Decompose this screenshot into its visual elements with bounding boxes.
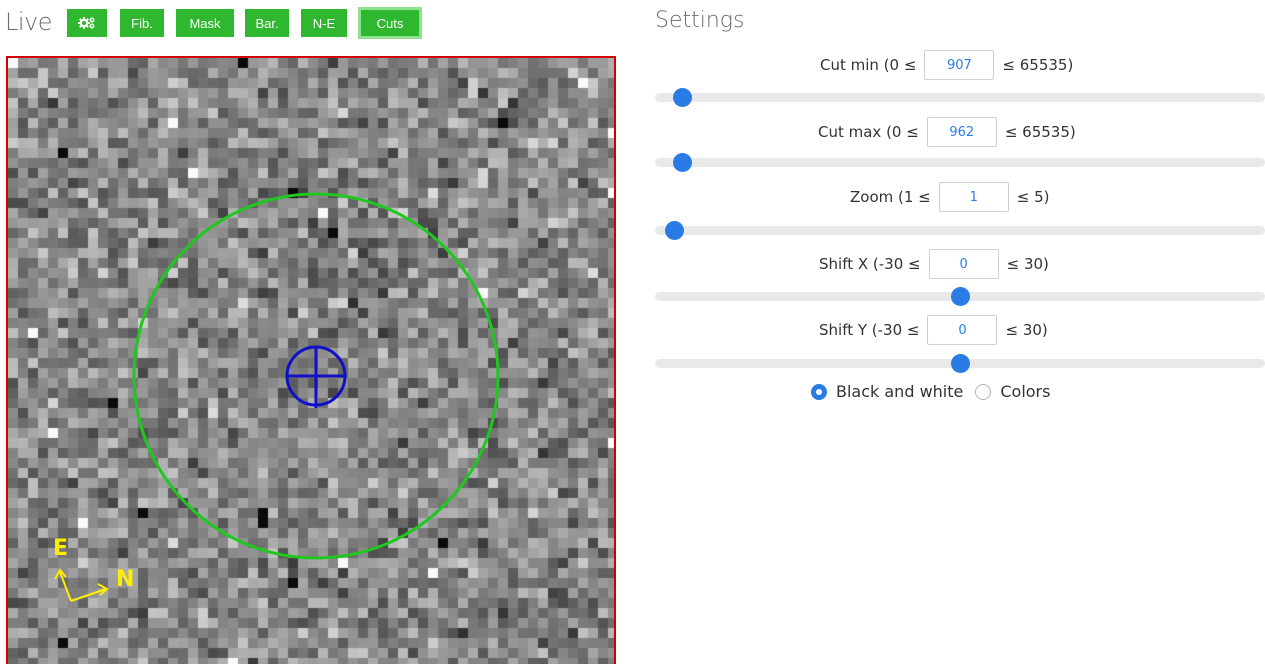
zoom-slider-thumb[interactable] bbox=[665, 221, 684, 240]
shift-x-suffix: ≤ 30) bbox=[1007, 255, 1049, 273]
zoom-slider[interactable] bbox=[655, 226, 1265, 235]
shift-x-slider[interactable] bbox=[655, 292, 1265, 301]
cut-min-row: Cut min (0 ≤ ≤ 65535) bbox=[820, 50, 1073, 80]
cut-min-slider-thumb[interactable] bbox=[673, 88, 692, 107]
bar-button[interactable]: Bar. bbox=[245, 9, 289, 37]
cut-max-row: Cut max (0 ≤ ≤ 65535) bbox=[818, 117, 1076, 147]
zoom-suffix: ≤ 5) bbox=[1017, 188, 1050, 206]
shift-y-suffix: ≤ 30) bbox=[1005, 321, 1047, 339]
cut-min-slider[interactable] bbox=[655, 93, 1265, 102]
shift-y-row: Shift Y (-30 ≤ ≤ 30) bbox=[819, 315, 1048, 345]
shift-x-input[interactable] bbox=[929, 249, 999, 279]
cut-max-input[interactable] bbox=[927, 117, 997, 147]
shift-y-slider[interactable] bbox=[655, 359, 1265, 368]
ne-button[interactable]: N-E bbox=[301, 9, 347, 37]
black-and-white-label: Black and white bbox=[836, 382, 963, 401]
colors-option[interactable]: Colors bbox=[975, 382, 1050, 401]
colors-radio[interactable] bbox=[975, 384, 991, 400]
shift-y-input[interactable] bbox=[927, 315, 997, 345]
live-title: Live bbox=[5, 8, 52, 36]
fib-button[interactable]: Fib. bbox=[120, 9, 164, 37]
mask-button[interactable]: Mask bbox=[176, 9, 234, 37]
cut-min-input[interactable] bbox=[924, 50, 994, 80]
compass-arrows-icon bbox=[55, 570, 107, 601]
cut-max-prefix: Cut max (0 ≤ bbox=[818, 123, 919, 141]
shift-x-slider-thumb[interactable] bbox=[951, 287, 970, 306]
colors-label: Colors bbox=[1000, 382, 1050, 401]
black-and-white-radio[interactable] bbox=[811, 384, 827, 400]
cut-min-suffix: ≤ 65535) bbox=[1002, 56, 1073, 74]
settings-title: Settings bbox=[655, 8, 744, 33]
shift-y-prefix: Shift Y (-30 ≤ bbox=[819, 321, 919, 339]
color-mode-radio-group: Black and white Colors bbox=[811, 382, 1062, 401]
image-overlay: E N bbox=[8, 58, 614, 664]
cuts-button[interactable]: Cuts bbox=[360, 9, 420, 37]
zoom-prefix: Zoom (1 ≤ bbox=[850, 188, 931, 206]
zoom-input[interactable] bbox=[939, 182, 1009, 212]
east-label: E bbox=[53, 536, 68, 561]
settings-gears-button[interactable] bbox=[67, 9, 107, 37]
crosshair-icon bbox=[286, 346, 346, 408]
north-label: N bbox=[116, 567, 134, 592]
zoom-row: Zoom (1 ≤ ≤ 5) bbox=[850, 182, 1049, 212]
shift-y-slider-thumb[interactable] bbox=[951, 354, 970, 373]
gears-icon bbox=[78, 16, 96, 30]
cut-min-prefix: Cut min (0 ≤ bbox=[820, 56, 916, 74]
shift-x-row: Shift X (-30 ≤ ≤ 30) bbox=[819, 249, 1049, 279]
shift-x-prefix: Shift X (-30 ≤ bbox=[819, 255, 921, 273]
cut-max-suffix: ≤ 65535) bbox=[1005, 123, 1076, 141]
cut-max-slider[interactable] bbox=[655, 158, 1265, 167]
cut-max-slider-thumb[interactable] bbox=[673, 153, 692, 172]
live-image-viewer[interactable]: E N bbox=[6, 56, 616, 664]
black-and-white-option[interactable]: Black and white bbox=[811, 382, 963, 401]
